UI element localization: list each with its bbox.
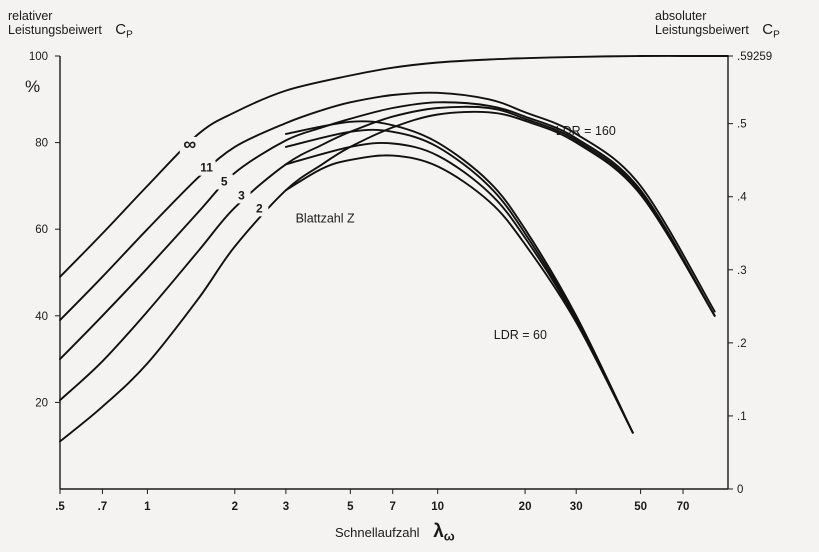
annotation-label: LDR = 160 (556, 124, 616, 138)
right-axis-title-line1: absoluter (655, 9, 707, 23)
x-tick-label: 2 (232, 501, 238, 513)
series-line-ldr60-7 (284, 141, 634, 434)
chart-series (59, 55, 729, 443)
x-tick-label: 70 (677, 501, 690, 513)
left-tick-label: 80 (35, 138, 48, 150)
annotation-label: 11 (200, 161, 213, 175)
x-tick-label: 7 (390, 501, 396, 513)
right-tick-label: .1 (737, 411, 747, 423)
annotation-gap (232, 188, 251, 204)
series-line-ldr60-6 (284, 128, 634, 434)
annotation-label: LDR = 60 (494, 328, 547, 342)
x-tick-label: .5 (55, 501, 65, 513)
right-axis-symbol: C (762, 21, 774, 38)
chart-axes (59, 56, 729, 490)
annotation-label: 3 (238, 188, 245, 202)
x-axis-symbol-sub: ω (443, 528, 455, 544)
right-tick-label: 0 (737, 484, 743, 496)
series-line-z-5 (59, 101, 716, 361)
left-axis-title-line1: relativer (8, 9, 53, 23)
x-tick-label: 10 (431, 501, 444, 513)
right-axis-title-line2-wrap: Leistungsbeiwert CP (655, 21, 780, 43)
left-axis-title-line2-wrap: Leistungsbeiwert CP (8, 21, 133, 43)
x-tick-label: .7 (98, 501, 108, 513)
annotation-gap (179, 136, 200, 154)
left-axis-unit: % (25, 77, 41, 96)
annotation-label: 5 (221, 174, 228, 188)
x-tick-label: 20 (519, 501, 532, 513)
annotation-gap (197, 160, 216, 176)
left-tick-label: 60 (35, 224, 48, 236)
right-tick-label: .2 (737, 338, 747, 350)
chart-ticks: .5.7 1 2 3 5 7 10 20 30 50 70204060801000.1.2.3.4.… (29, 51, 772, 513)
x-axis-title-text: Schnellaufzahl (335, 525, 420, 540)
annotation-label: Blattzahl Z (296, 211, 355, 225)
annotation-label: ∞ (183, 134, 196, 154)
right-axis-title-line2: Leistungsbeiwert (655, 23, 749, 37)
series-line-z-3 (59, 105, 716, 402)
right-tick-label: .4 (737, 192, 747, 204)
x-axis-symbol: λ (433, 521, 444, 542)
right-axis-symbol-sub: P (773, 29, 780, 41)
right-tick-label: .5 (737, 119, 747, 131)
x-tick-label: 30 (570, 501, 583, 513)
x-tick-label: 50 (634, 501, 647, 513)
right-axis-title: absoluter Leistungsbeiwert CP (655, 9, 780, 43)
series-line-ldr60-5 (284, 120, 634, 434)
left-axis-title-line2: Leistungsbeiwert (8, 23, 102, 37)
x-tick-label: 3 (283, 501, 289, 513)
left-tick-label: 20 (35, 397, 48, 409)
left-axis-symbol-sub: P (126, 29, 133, 41)
x-tick-label: 5 (347, 501, 354, 513)
left-axis-symbol: C (115, 21, 127, 38)
left-axis-title: relativer Leistungsbeiwert CP (8, 9, 133, 43)
left-tick-label: 100 (29, 51, 48, 63)
annotation-gap (250, 201, 269, 217)
right-tick-label: .59259 (737, 51, 772, 63)
left-tick-label: 40 (35, 311, 48, 323)
x-tick-label: 1 (144, 501, 151, 513)
annotation-gap (215, 174, 234, 190)
x-axis-title: Schnellaufzahl λω (335, 522, 455, 544)
series-line-z-infinity (59, 55, 729, 278)
right-tick-label: .3 (737, 265, 747, 277)
chart-annotations: ∞ 11 532 Blattzahl Z LDR = 160 LDR = 60 (179, 124, 616, 342)
annotation-label: 2 (256, 201, 263, 215)
series-line-z-11 (59, 91, 716, 322)
series-line-ldr60-8 (284, 154, 634, 434)
